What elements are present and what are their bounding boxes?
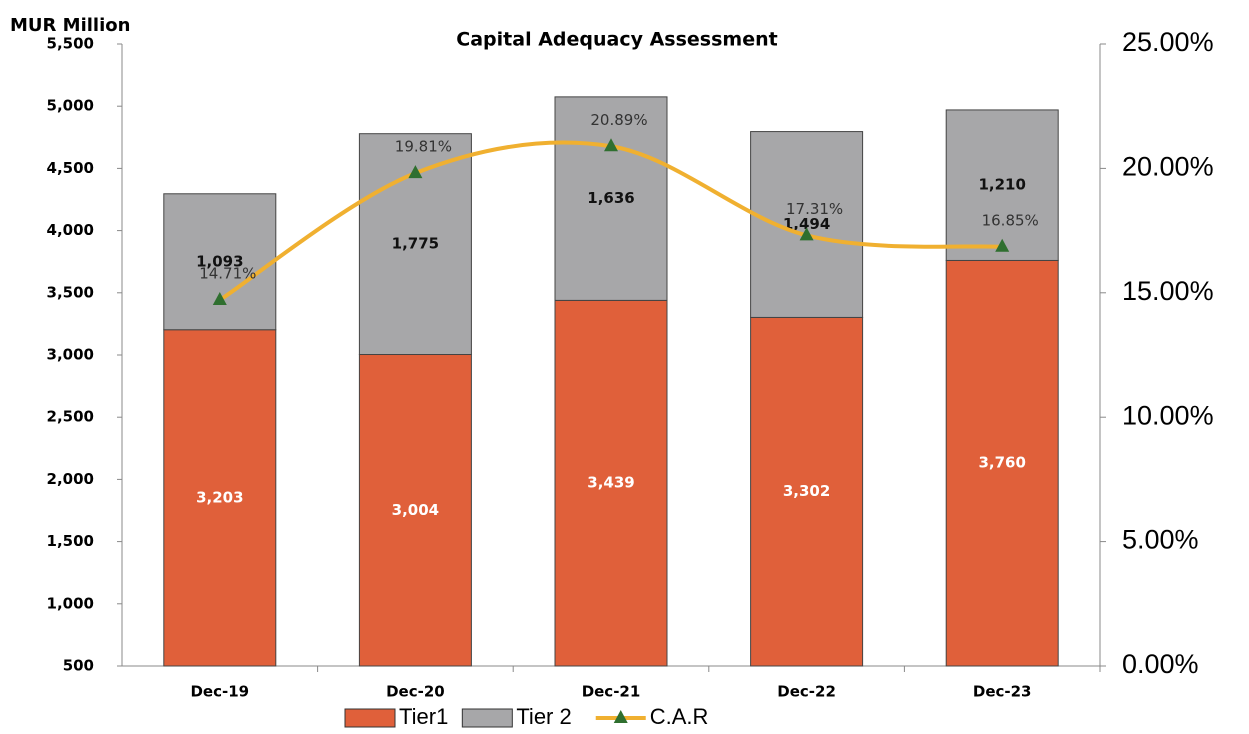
y-tick-label: 5,000 xyxy=(47,97,94,115)
legend-swatch xyxy=(461,708,513,728)
legend-label: C.A.R xyxy=(650,704,709,729)
line-label: 14.71% xyxy=(199,265,256,283)
data-label: 3,203 xyxy=(196,488,243,506)
y2-tick-label: 5.00% xyxy=(1122,525,1199,555)
data-label: 1,210 xyxy=(978,176,1025,194)
legend-label: Tier1 xyxy=(399,704,448,729)
x-tick-label: Dec-22 xyxy=(777,683,836,701)
y-tick-label: 2,000 xyxy=(47,470,94,488)
line-label: 19.81% xyxy=(395,138,452,156)
data-label: 3,439 xyxy=(587,474,634,492)
data-label: 3,760 xyxy=(978,454,1025,472)
legend-label: Tier 2 xyxy=(516,704,571,729)
line-label: 16.85% xyxy=(982,211,1039,229)
bar-segment xyxy=(750,316,864,667)
y-tick-label: 3,500 xyxy=(47,283,94,301)
line-label: 17.31% xyxy=(786,200,843,218)
bar-segment xyxy=(358,354,472,667)
y-tick-label: 4,000 xyxy=(47,221,94,239)
y-tick-label: 1,000 xyxy=(47,594,94,612)
marker xyxy=(408,165,423,179)
marker xyxy=(995,238,1010,252)
bar-segment xyxy=(163,329,277,667)
y-tick-label: 5,500 xyxy=(47,35,94,53)
marker xyxy=(799,227,814,241)
marker xyxy=(212,292,227,306)
y2-tick-label: 10.00% xyxy=(1122,400,1214,430)
legend-swatch xyxy=(344,708,396,728)
y-tick-label: 2,500 xyxy=(47,408,94,426)
data-label: 1,775 xyxy=(392,235,439,253)
y-axis-label: MUR Million xyxy=(10,15,130,36)
x-tick-label: Dec-21 xyxy=(582,683,641,701)
y-tick-label: 1,500 xyxy=(47,532,94,550)
legend-marker xyxy=(613,710,628,723)
y-tick-label: 3,000 xyxy=(47,346,94,364)
data-label: 1,636 xyxy=(587,189,634,207)
y-tick-label: 500 xyxy=(63,657,94,675)
line-label: 20.89% xyxy=(590,111,647,129)
bar-segment xyxy=(554,299,668,667)
chart-title: Capital Adequacy Assessment xyxy=(456,29,777,51)
bar-segment xyxy=(945,259,1059,667)
y2-tick-label: 15.00% xyxy=(1122,276,1214,306)
data-label: 3,004 xyxy=(392,501,439,519)
x-tick-label: Dec-20 xyxy=(386,683,445,701)
data-label: 1,093 xyxy=(196,252,243,270)
y-tick-label: 4,500 xyxy=(47,159,94,177)
y2-tick-label: 0.00% xyxy=(1122,649,1199,679)
marker xyxy=(604,138,618,152)
bar-segment xyxy=(554,96,668,301)
bar-segment xyxy=(750,131,864,318)
data-label: 3,302 xyxy=(783,482,830,500)
data-label: 1,494 xyxy=(783,215,830,233)
y2-tick-label: 25.00% xyxy=(1122,27,1214,57)
bar-segment xyxy=(945,109,1059,261)
x-tick-label: Dec-19 xyxy=(190,683,249,701)
x-tick-label: Dec-23 xyxy=(973,683,1032,701)
y2-tick-label: 20.00% xyxy=(1122,152,1214,182)
